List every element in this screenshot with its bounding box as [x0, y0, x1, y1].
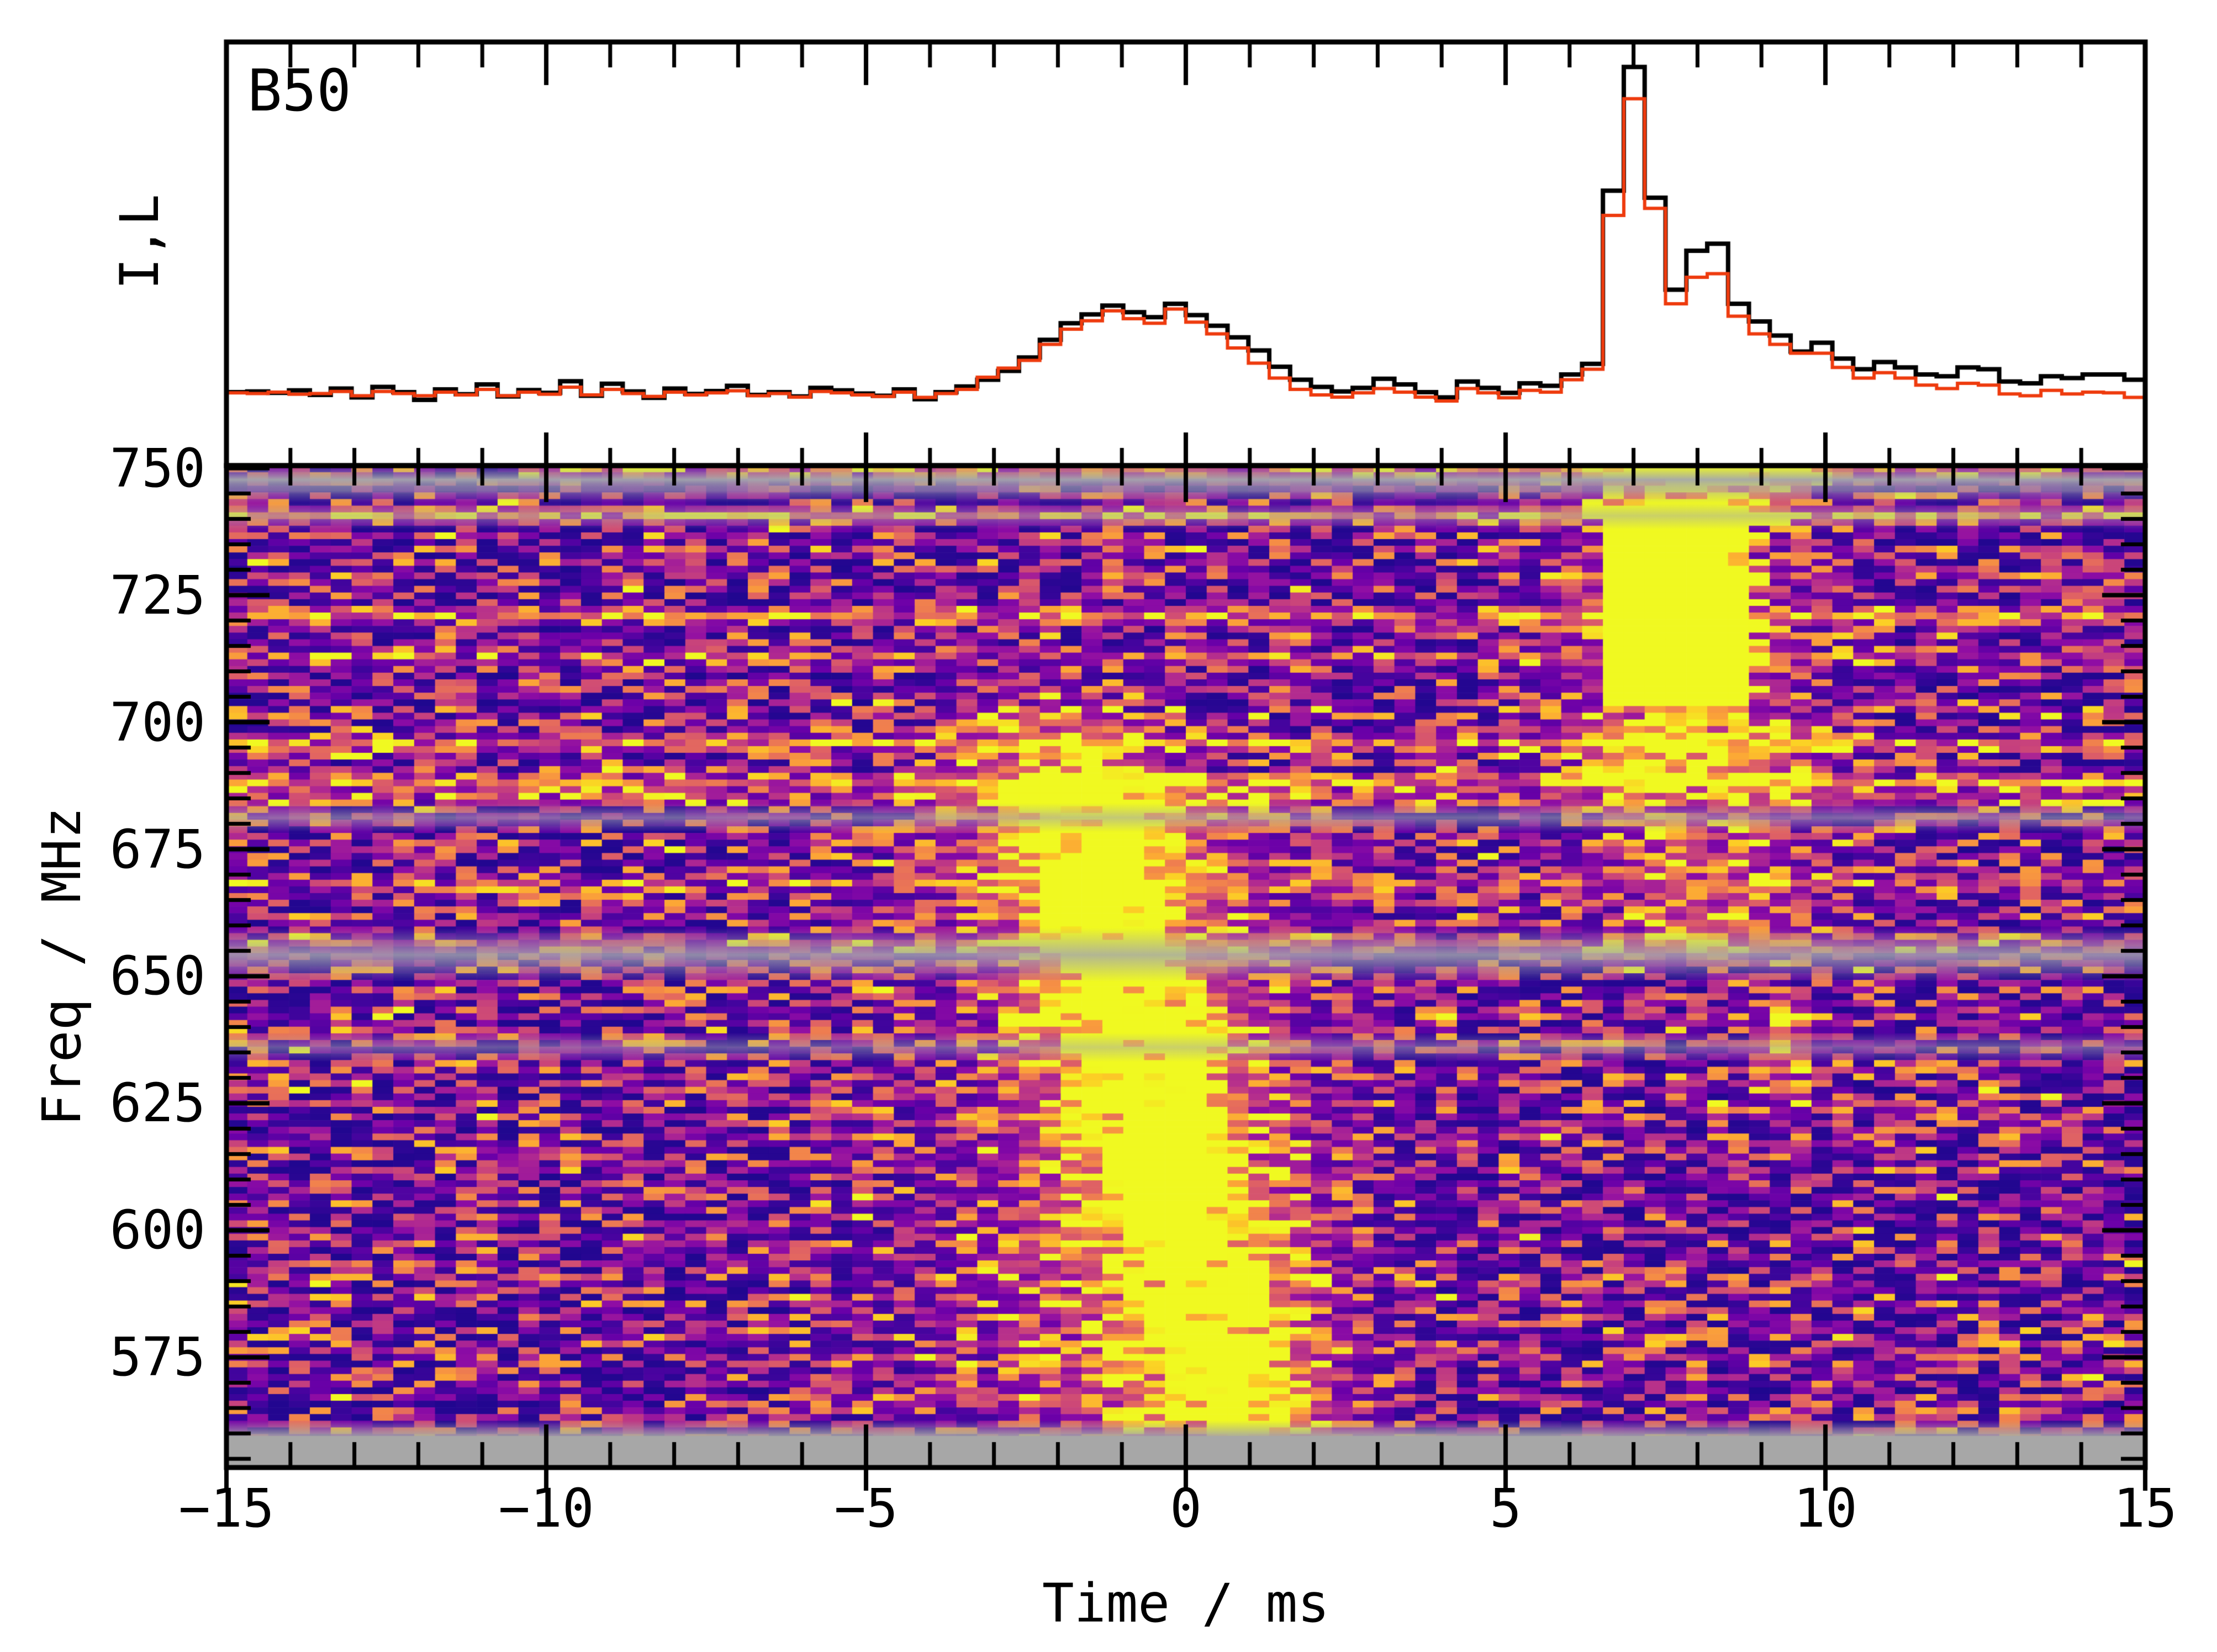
x-tick-label: 10: [1793, 1477, 1857, 1539]
y-tick-label: 725: [109, 564, 205, 626]
x-tick-label: −10: [498, 1477, 594, 1539]
y-tick-label: 625: [109, 1072, 205, 1134]
x-axis-label: Time / ms: [1042, 1572, 1330, 1634]
y-tick-label: 675: [109, 818, 205, 880]
x-tick-label: 15: [2113, 1477, 2177, 1539]
panel-title: B50: [247, 57, 351, 124]
x-tick-label: −15: [178, 1477, 275, 1539]
y-tick-label: 650: [109, 945, 205, 1007]
y-axis-label-profile: I,L: [109, 194, 171, 290]
y-tick-label: 600: [109, 1199, 205, 1262]
y-tick-label: 575: [109, 1326, 205, 1389]
x-tick-label: 0: [1170, 1477, 1202, 1539]
y-axis-label-spectrogram: Freq / MHz: [31, 807, 93, 1126]
y-tick-label: 750: [109, 437, 205, 499]
x-tick-label: −5: [834, 1477, 898, 1539]
y-tick-label: 700: [109, 691, 205, 753]
x-tick-label: 5: [1490, 1477, 1522, 1539]
